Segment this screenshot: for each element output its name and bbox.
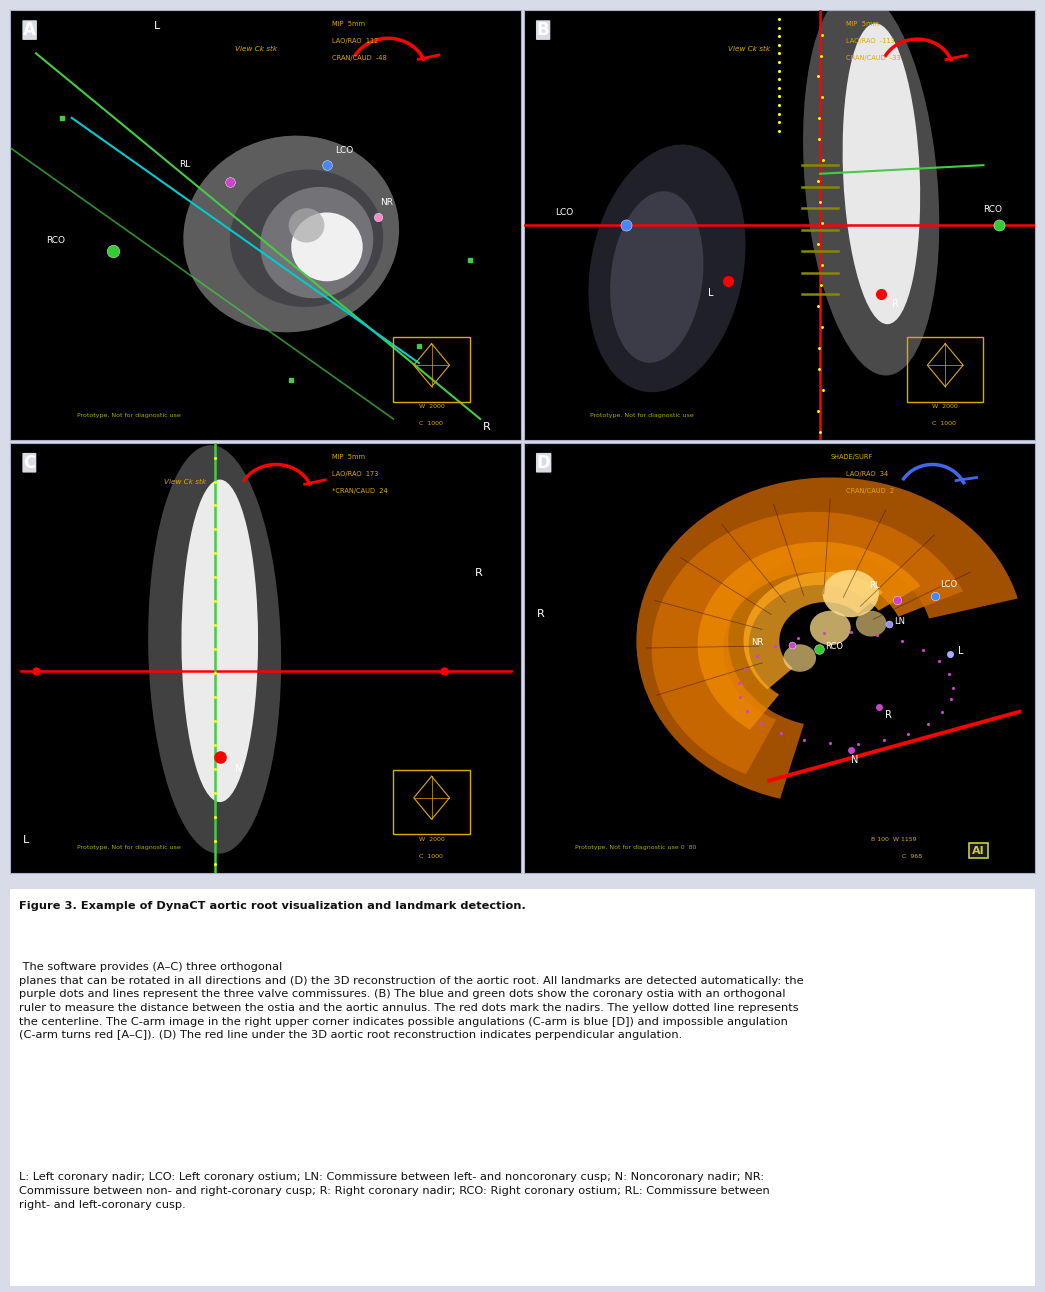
Text: RCO: RCO: [46, 235, 65, 244]
Text: MIP  5mm: MIP 5mm: [332, 453, 365, 460]
Text: LAO/RAO  34: LAO/RAO 34: [845, 472, 888, 477]
Text: Prototype. Not for diagnostic use 0  80: Prototype. Not for diagnostic use 0 80: [575, 845, 696, 850]
Text: Prototype. Not for diagnostic use: Prototype. Not for diagnostic use: [77, 845, 181, 850]
Circle shape: [810, 611, 851, 645]
Text: L: L: [958, 646, 963, 656]
Text: SHADE/SURF: SHADE/SURF: [831, 453, 873, 460]
Ellipse shape: [588, 145, 745, 393]
Text: NR: NR: [380, 198, 394, 207]
Text: R: R: [475, 568, 483, 579]
Text: R: R: [885, 711, 892, 720]
Text: MIP  5mm: MIP 5mm: [845, 21, 879, 27]
Text: L: L: [154, 21, 160, 31]
Text: R: R: [891, 298, 899, 309]
Circle shape: [856, 611, 886, 637]
Ellipse shape: [230, 169, 384, 307]
Text: B 100  W 1159: B 100 W 1159: [872, 837, 916, 842]
Text: N: N: [851, 756, 858, 765]
Wedge shape: [652, 512, 963, 774]
Ellipse shape: [842, 23, 921, 324]
Text: C  1000: C 1000: [419, 421, 443, 426]
Text: B: B: [537, 21, 550, 39]
Text: RL: RL: [179, 160, 190, 169]
Text: A: A: [23, 21, 37, 39]
Text: LCO: LCO: [334, 146, 353, 155]
Text: L: L: [707, 288, 714, 298]
Text: *CRAN/CAUD  24: *CRAN/CAUD 24: [332, 488, 388, 494]
Text: RL: RL: [868, 581, 879, 590]
Wedge shape: [636, 478, 1018, 798]
Wedge shape: [744, 572, 883, 690]
Text: C: C: [23, 453, 36, 472]
Text: L: L: [23, 835, 29, 845]
Text: R: R: [537, 609, 544, 619]
Text: C  968: C 968: [902, 854, 922, 859]
Text: C  1000: C 1000: [419, 854, 443, 859]
Text: AI: AI: [972, 846, 984, 855]
Text: CRAN/CAUD  -48: CRAN/CAUD -48: [332, 56, 387, 62]
Circle shape: [784, 645, 816, 672]
Text: D: D: [537, 453, 551, 472]
Text: View Ck stk: View Ck stk: [728, 47, 770, 52]
Text: CRAN/CAUD  -33: CRAN/CAUD -33: [845, 56, 900, 62]
Ellipse shape: [292, 212, 363, 282]
Ellipse shape: [260, 187, 373, 298]
Wedge shape: [698, 541, 921, 730]
Ellipse shape: [183, 136, 399, 332]
Text: N: N: [235, 764, 242, 774]
Text: The software provides (⁠A–C⁠) three orthogonal
planes that can be rotated in all: The software provides (⁠A–C⁠) three orth…: [19, 963, 804, 1040]
Ellipse shape: [610, 191, 703, 363]
Text: LN: LN: [895, 618, 905, 627]
Text: W  2000: W 2000: [419, 837, 444, 842]
Text: Prototype. Not for diagnostic use: Prototype. Not for diagnostic use: [77, 412, 181, 417]
Text: CRAN/CAUD  2: CRAN/CAUD 2: [845, 488, 893, 494]
Text: R: R: [483, 421, 490, 432]
Text: LCO: LCO: [940, 580, 957, 589]
Text: RCO: RCO: [983, 205, 1002, 214]
Text: W  2000: W 2000: [419, 404, 444, 410]
Text: W  2000: W 2000: [932, 404, 958, 410]
Text: C  1000: C 1000: [932, 421, 956, 426]
Text: NR: NR: [751, 638, 764, 647]
Text: Figure 3. Example of DynaCT aortic root visualization and landmark detection.: Figure 3. Example of DynaCT aortic root …: [19, 901, 526, 911]
Text: LAO/RAO  -113: LAO/RAO -113: [845, 39, 895, 44]
Circle shape: [822, 570, 879, 618]
Text: LAO/RAO  173: LAO/RAO 173: [332, 472, 378, 477]
Ellipse shape: [803, 0, 939, 376]
Text: LCO: LCO: [555, 208, 573, 217]
Text: Prototype. Not for diagnostic use: Prototype. Not for diagnostic use: [590, 412, 694, 417]
Text: RCO: RCO: [826, 642, 843, 651]
Text: View Ck stk: View Ck stk: [235, 47, 277, 52]
Ellipse shape: [288, 208, 324, 243]
Ellipse shape: [182, 479, 258, 802]
Text: L: Left coronary nadir; LCO: Left coronary ostium; LN: Commissure between left- : L: Left coronary nadir; LCO: Left corona…: [19, 1172, 769, 1209]
Text: View Ck stk: View Ck stk: [164, 479, 206, 484]
Text: MIP  5mm: MIP 5mm: [332, 21, 365, 27]
Text: LAO/RAO  112: LAO/RAO 112: [332, 39, 378, 44]
Ellipse shape: [148, 446, 281, 854]
